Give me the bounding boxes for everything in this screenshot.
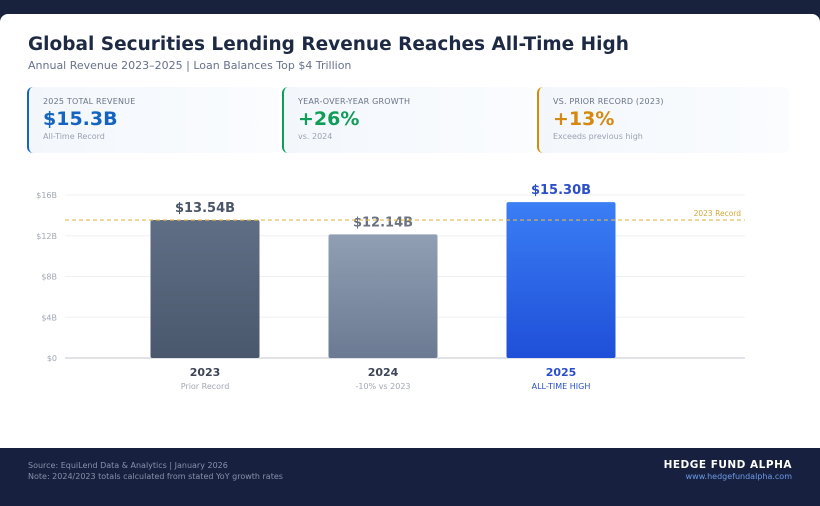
bar-2024 bbox=[328, 234, 438, 358]
brand-logo: HEDGE FUND ALPHA bbox=[663, 459, 792, 471]
card bbox=[0, 14, 820, 448]
data-label: $15.30B bbox=[531, 183, 591, 198]
kpi-label: YEAR-OVER-YEAR GROWTH bbox=[298, 97, 411, 106]
x-sublabel: Prior Record bbox=[181, 382, 230, 391]
brand-url[interactable]: www.hedgefundalpha.com bbox=[685, 472, 792, 481]
y-tick-label: $4B bbox=[41, 313, 57, 322]
kpi-value: +26% bbox=[298, 108, 360, 130]
y-tick-label: $8B bbox=[41, 273, 57, 282]
kpi-value: +13% bbox=[553, 108, 615, 130]
note-text: Note: 2024/2023 totals calculated from s… bbox=[28, 471, 283, 481]
footer: Source: EquiLend Data & Analytics | Janu… bbox=[0, 448, 820, 506]
data-label: $13.54B bbox=[175, 201, 235, 216]
y-tick-label: $12B bbox=[36, 232, 57, 241]
y-tick-label: $0 bbox=[47, 354, 57, 363]
x-tick-label: 2023 bbox=[190, 366, 221, 379]
x-tick-label: 2024 bbox=[368, 366, 399, 379]
x-tick-label: 2025 bbox=[546, 366, 577, 379]
kpi-label: 2025 TOTAL REVENUE bbox=[43, 97, 136, 106]
kpi-sub: Exceeds previous high bbox=[553, 132, 643, 141]
kpi-vs-prior-record: VS. PRIOR RECORD (2023) +13% Exceeds pre… bbox=[537, 87, 789, 153]
bar-2023 bbox=[150, 220, 260, 358]
kpi-sub: All-Time Record bbox=[43, 132, 105, 141]
kpi-yoy-growth: YEAR-OVER-YEAR GROWTH +26% vs. 2024 bbox=[282, 87, 534, 153]
kpi-total-revenue: 2025 TOTAL REVENUE $15.3B All-Time Recor… bbox=[27, 87, 279, 153]
data-label: $12.14B bbox=[353, 215, 413, 230]
kpi-value: $15.3B bbox=[43, 108, 118, 130]
x-sublabel: ALL-TIME HIGH bbox=[532, 382, 591, 391]
page-title: Global Securities Lending Revenue Reache… bbox=[28, 34, 629, 55]
bar-2025 bbox=[506, 202, 616, 358]
footer-notes: Source: EquiLend Data & Analytics | Janu… bbox=[28, 461, 283, 482]
y-tick-label: $16B bbox=[36, 191, 57, 200]
source-text: Source: EquiLend Data & Analytics | Janu… bbox=[28, 461, 228, 470]
kpi-sub: vs. 2024 bbox=[298, 132, 333, 141]
page-subtitle: Annual Revenue 2023–2025 | Loan Balances… bbox=[28, 59, 352, 72]
kpi-label: VS. PRIOR RECORD (2023) bbox=[553, 97, 664, 106]
x-sublabel: -10% vs 2023 bbox=[355, 382, 410, 391]
reference-line-label: 2023 Record bbox=[694, 209, 742, 218]
